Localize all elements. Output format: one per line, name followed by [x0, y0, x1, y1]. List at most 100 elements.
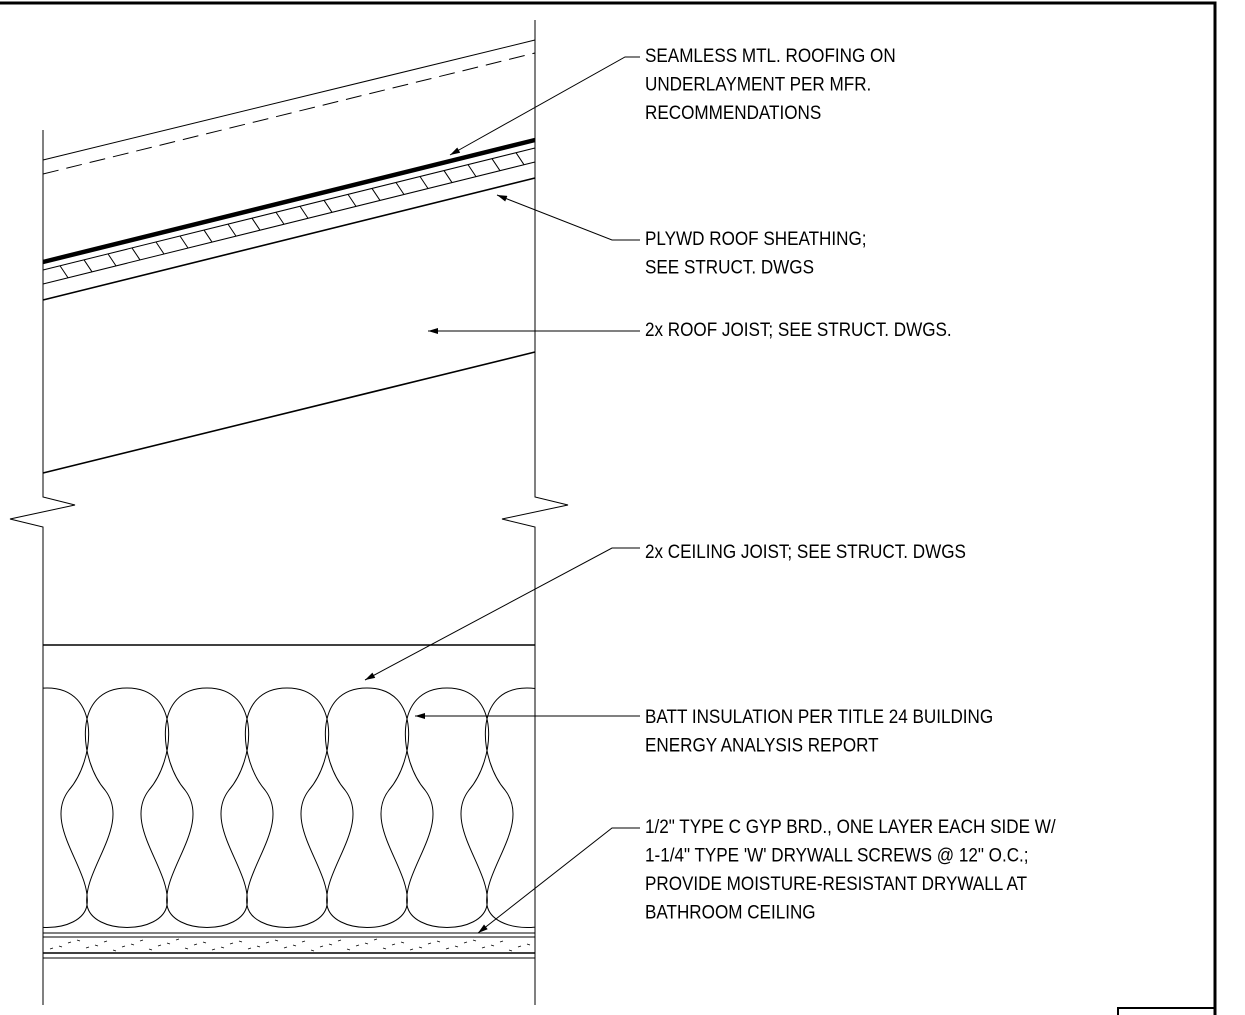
gyp-speck	[445, 947, 450, 950]
gyp-speck	[508, 949, 513, 952]
hatch-tick	[491, 158, 501, 171]
batt	[484, 687, 535, 928]
note-line: UNDERLAYMENT PER MFR.	[645, 74, 871, 95]
batt	[324, 687, 410, 928]
note-line: PROVIDE MOISTURE-RESISTANT DRYWALL AT	[645, 873, 1027, 894]
note-line: BATHROOM CEILING	[645, 902, 816, 923]
gyp-speck	[85, 946, 90, 949]
gyp-speck	[346, 948, 351, 951]
hatch-tick	[515, 152, 525, 165]
gyp-speck	[301, 940, 306, 943]
gyp-speck	[337, 939, 342, 942]
gyp-speck	[238, 940, 243, 943]
hatch-tick	[275, 211, 285, 225]
batt	[164, 687, 250, 928]
gyp-speck	[274, 939, 279, 942]
gyp-speck	[58, 945, 63, 948]
hatch-tick	[299, 205, 309, 219]
gyp-speck	[391, 943, 396, 946]
gyp-speck	[436, 940, 441, 943]
hatch-tick	[467, 164, 477, 177]
gyp-speck	[130, 943, 135, 946]
gyp-speck	[265, 941, 270, 944]
gyp-speck	[148, 948, 153, 951]
underlayment	[42, 147, 536, 271]
hatch-tick	[203, 229, 213, 243]
note-line: ENERGY ANALYSIS REPORT	[645, 735, 879, 756]
gyp-speck	[184, 947, 189, 950]
hatch-tick	[107, 253, 117, 267]
gyp-speck	[454, 945, 459, 948]
note-line: PLYWD ROOF SHEATHING;	[645, 228, 867, 249]
gyp-speck	[499, 940, 504, 943]
notes: SEAMLESS MTL. ROOFING ON UNDERLAYMENT PER…	[645, 45, 1057, 923]
batt	[244, 687, 330, 928]
gyp-speck	[121, 945, 126, 948]
note-line: 2x CEILING JOIST; SEE STRUCT. DWGS	[645, 541, 966, 562]
note-line: 1/2" TYPE C GYP BRD., ONE LAYER EACH SID…	[645, 816, 1057, 837]
batt	[43, 687, 90, 928]
left-wall-line	[9, 130, 76, 1005]
roof-dashed-line	[42, 52, 536, 175]
leader	[477, 827, 640, 934]
gyp-speck	[76, 939, 81, 942]
right-wall-line	[501, 20, 569, 1005]
gyp-speck	[229, 942, 234, 945]
hatch-tick	[347, 194, 357, 207]
gyp-speck	[427, 942, 432, 945]
leader	[449, 56, 640, 156]
gyp-speck	[328, 943, 333, 946]
title-block-corner	[1117, 1007, 1215, 1015]
hatch-tick	[179, 235, 189, 249]
gyp-texture	[49, 938, 531, 952]
hatch-tick	[155, 241, 165, 255]
hatch-tick	[83, 259, 93, 273]
gyp-speck	[526, 943, 531, 946]
gyp-speck	[220, 946, 225, 949]
sheet-border	[0, 1, 1217, 1015]
gyp-speck	[202, 941, 207, 944]
gyp-speck	[256, 945, 261, 948]
gyp-speck	[409, 948, 414, 951]
roof-top-line	[42, 39, 536, 161]
hatch-tick	[395, 182, 405, 195]
gyp-speck	[373, 938, 378, 941]
hatch-tick	[323, 200, 333, 213]
gyp-speck	[481, 946, 486, 949]
gyp-speck	[157, 944, 162, 947]
hatch-tick	[227, 223, 237, 237]
joist-bottom	[42, 351, 536, 474]
gyp-speck	[49, 947, 54, 950]
hatch-tick	[251, 217, 261, 231]
hatch-tick	[419, 176, 429, 189]
gyp-speck	[400, 941, 405, 944]
gyp-speck	[472, 939, 477, 942]
gyp-speck	[319, 945, 324, 948]
batt	[404, 687, 490, 928]
gyp-speck	[247, 947, 252, 950]
note-line: SEAMLESS MTL. ROOFING ON	[645, 45, 896, 66]
gyp-speck	[175, 938, 180, 941]
batt-insulation	[43, 687, 535, 928]
leader	[364, 547, 640, 681]
gyp-speck	[112, 949, 117, 952]
note-line: RECOMMENDATIONS	[645, 102, 821, 123]
gyp-speck	[382, 947, 387, 950]
hatch-tick	[371, 188, 381, 201]
note-line: 2x ROOF JOIST; SEE STRUCT. DWGS.	[645, 319, 952, 340]
gyp-speck	[283, 946, 288, 949]
hatch-tick	[131, 247, 141, 261]
gyp-speck	[67, 941, 72, 944]
gyp-speck	[94, 944, 99, 947]
gyp-speck	[211, 948, 216, 951]
hatch-tick	[443, 170, 453, 183]
sheathing-hatch	[59, 152, 525, 279]
hatch-tick	[59, 265, 69, 279]
sheathing-bottom	[42, 161, 536, 285]
note-line: BATT INSULATION PER TITLE 24 BUILDING	[645, 706, 993, 727]
gyp-speck	[310, 949, 315, 952]
gyp-speck	[193, 943, 198, 946]
metal-roofing	[42, 137, 536, 265]
gyp-speck	[364, 942, 369, 945]
